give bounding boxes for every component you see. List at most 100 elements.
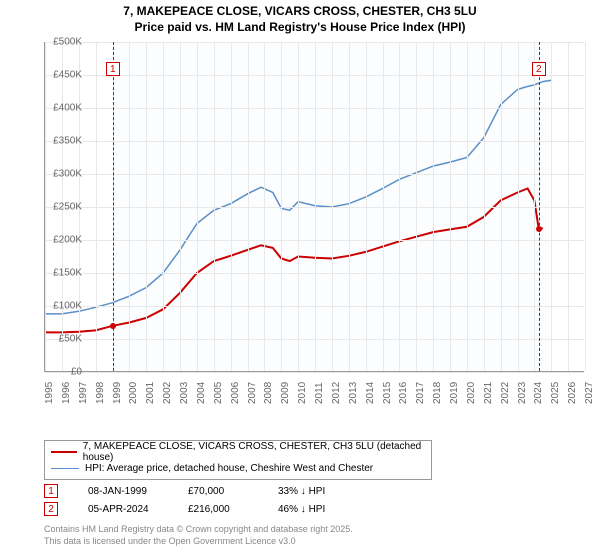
gridline-v xyxy=(416,42,417,371)
gridline-v xyxy=(349,42,350,371)
legend-row-hpi: HPI: Average price, detached house, Ches… xyxy=(51,460,425,476)
x-tick-label: 2014 xyxy=(365,382,376,404)
gridline-v xyxy=(264,42,265,371)
legend: 7, MAKEPEACE CLOSE, VICARS CROSS, CHESTE… xyxy=(44,440,432,480)
x-tick-label: 2021 xyxy=(483,382,494,404)
x-tick-label: 2017 xyxy=(415,382,426,404)
gridline-v xyxy=(197,42,198,371)
gridline-v xyxy=(467,42,468,371)
marker-dashed-1 xyxy=(113,42,114,371)
x-tick-label: 2000 xyxy=(128,382,139,404)
sale-hpi-1: 33% ↓ HPI xyxy=(278,486,368,497)
data-row-2: 2 05-APR-2024 £216,000 46% ↓ HPI xyxy=(44,500,368,518)
x-tick-label: 2023 xyxy=(517,382,528,404)
gridline-v xyxy=(450,42,451,371)
x-tick-label: 1999 xyxy=(112,382,123,404)
data-row-1: 1 08-JAN-1999 £70,000 33% ↓ HPI xyxy=(44,482,368,500)
gridline-v xyxy=(534,42,535,371)
x-tick-label: 2024 xyxy=(533,382,544,404)
y-tick-label: £100K xyxy=(42,301,82,312)
legend-swatch-price-paid xyxy=(51,451,77,453)
x-tick-label: 2027 xyxy=(584,382,595,404)
x-tick-label: 2013 xyxy=(348,382,359,404)
gridline-v xyxy=(146,42,147,371)
legend-label-price-paid: 7, MAKEPEACE CLOSE, VICARS CROSS, CHESTE… xyxy=(83,441,425,463)
x-tick-label: 2006 xyxy=(230,382,241,404)
y-tick-label: £50K xyxy=(42,334,82,345)
sale-data-table: 1 08-JAN-1999 £70,000 33% ↓ HPI 2 05-APR… xyxy=(44,482,368,518)
x-tick-label: 2003 xyxy=(179,382,190,404)
title-line-2: Price paid vs. HM Land Registry's House … xyxy=(0,20,600,36)
x-tick-label: 1998 xyxy=(95,382,106,404)
x-tick-label: 2018 xyxy=(432,382,443,404)
gridline-v xyxy=(518,42,519,371)
gridline-h xyxy=(45,372,584,373)
y-tick-label: £350K xyxy=(42,136,82,147)
y-tick-label: £450K xyxy=(42,70,82,81)
gridline-v xyxy=(383,42,384,371)
x-tick-label: 2005 xyxy=(213,382,224,404)
x-tick-label: 2004 xyxy=(196,382,207,404)
x-tick-label: 2020 xyxy=(466,382,477,404)
gridline-v xyxy=(248,42,249,371)
plot-region: 12 xyxy=(44,42,584,372)
y-tick-label: £150K xyxy=(42,268,82,279)
chart-title-block: 7, MAKEPEACE CLOSE, VICARS CROSS, CHESTE… xyxy=(0,0,600,35)
sale-date-2: 05-APR-2024 xyxy=(58,504,188,515)
marker-dashed-2 xyxy=(539,42,540,371)
marker-box-2: 2 xyxy=(532,62,546,76)
sale-hpi-2: 46% ↓ HPI xyxy=(278,504,368,515)
attribution-line-2: This data is licensed under the Open Gov… xyxy=(44,536,353,548)
x-tick-label: 2025 xyxy=(550,382,561,404)
x-tick-label: 2026 xyxy=(567,382,578,404)
gridline-v xyxy=(366,42,367,371)
title-line-1: 7, MAKEPEACE CLOSE, VICARS CROSS, CHESTE… xyxy=(0,4,600,20)
x-tick-label: 1996 xyxy=(61,382,72,404)
gridline-v xyxy=(96,42,97,371)
marker-box-1: 1 xyxy=(106,62,120,76)
y-tick-label: £300K xyxy=(42,169,82,180)
x-tick-label: 2012 xyxy=(331,382,342,404)
chart-area: 12 £0£50K£100K£150K£200K£250K£300K£350K£… xyxy=(44,42,584,402)
y-tick-label: £200K xyxy=(42,235,82,246)
gridline-v xyxy=(315,42,316,371)
x-tick-label: 2022 xyxy=(500,382,511,404)
gridline-v xyxy=(585,42,586,371)
x-tick-label: 2002 xyxy=(162,382,173,404)
gridline-v xyxy=(231,42,232,371)
gridline-v xyxy=(180,42,181,371)
x-tick-label: 1995 xyxy=(44,382,55,404)
legend-swatch-hpi xyxy=(51,468,79,469)
gridline-v xyxy=(501,42,502,371)
x-tick-label: 2019 xyxy=(449,382,460,404)
gridline-v xyxy=(332,42,333,371)
x-tick-label: 2015 xyxy=(382,382,393,404)
marker-box-2: 2 xyxy=(44,502,58,516)
marker-box-1: 1 xyxy=(44,484,58,498)
x-tick-label: 1997 xyxy=(78,382,89,404)
sale-price-1: £70,000 xyxy=(188,486,278,497)
attribution-line-1: Contains HM Land Registry data © Crown c… xyxy=(44,524,353,536)
gridline-v xyxy=(214,42,215,371)
gridline-v xyxy=(484,42,485,371)
x-tick-label: 2009 xyxy=(280,382,291,404)
gridline-v xyxy=(163,42,164,371)
gridline-v xyxy=(551,42,552,371)
sale-date-1: 08-JAN-1999 xyxy=(58,486,188,497)
gridline-v xyxy=(281,42,282,371)
gridline-v xyxy=(433,42,434,371)
series-line-price_paid xyxy=(45,189,543,333)
y-tick-label: £0 xyxy=(42,367,82,378)
attribution: Contains HM Land Registry data © Crown c… xyxy=(44,524,353,547)
legend-label-hpi: HPI: Average price, detached house, Ches… xyxy=(85,463,373,474)
x-tick-label: 2016 xyxy=(398,382,409,404)
gridline-v xyxy=(568,42,569,371)
gridline-v xyxy=(298,42,299,371)
y-tick-label: £500K xyxy=(42,37,82,48)
x-tick-label: 2010 xyxy=(297,382,308,404)
y-tick-label: £250K xyxy=(42,202,82,213)
x-tick-label: 2008 xyxy=(263,382,274,404)
gridline-v xyxy=(129,42,130,371)
legend-row-price-paid: 7, MAKEPEACE CLOSE, VICARS CROSS, CHESTE… xyxy=(51,444,425,460)
sale-price-2: £216,000 xyxy=(188,504,278,515)
